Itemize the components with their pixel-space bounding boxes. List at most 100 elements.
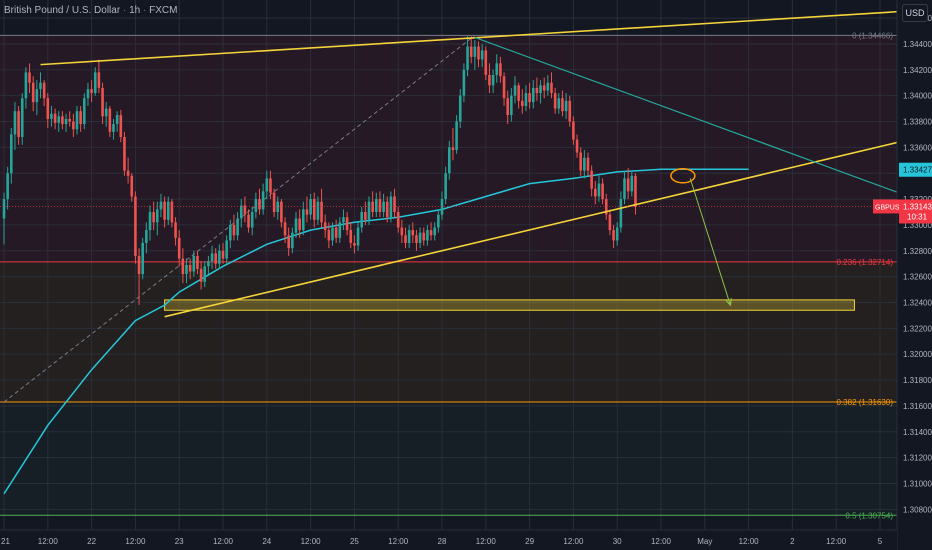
candle[interactable] [502,72,506,106]
candle[interactable] [177,230,181,267]
candle[interactable] [477,41,480,68]
candle[interactable] [521,89,524,114]
candle[interactable] [378,191,382,218]
candle[interactable] [79,106,82,132]
candle[interactable] [353,235,356,254]
candle[interactable] [119,109,123,143]
candle[interactable] [506,90,509,125]
candle[interactable] [75,106,79,135]
candle[interactable] [166,196,170,225]
candle[interactable] [294,212,298,238]
candle[interactable] [86,82,90,106]
candle[interactable] [174,217,177,246]
candle[interactable] [298,209,301,238]
candle[interactable] [623,170,626,205]
candle[interactable] [269,170,272,200]
candle[interactable] [159,193,163,218]
candle[interactable] [327,222,331,249]
candle[interactable] [145,222,148,254]
candle[interactable] [232,214,236,241]
candle[interactable] [583,149,586,179]
support-zone[interactable] [164,299,855,311]
candle[interactable] [236,212,239,241]
candle[interactable] [39,72,42,99]
candle[interactable] [375,192,378,218]
candle[interactable] [612,224,615,249]
candle[interactable] [2,192,6,245]
candle[interactable] [97,59,101,94]
candle[interactable] [137,248,141,306]
candle[interactable] [283,217,287,244]
candle[interactable] [630,170,634,197]
candle[interactable] [396,206,400,233]
candle[interactable] [24,67,28,109]
candle[interactable] [488,63,491,94]
candle[interactable] [590,165,593,197]
candle[interactable] [433,222,436,241]
candle[interactable] [608,209,612,236]
candle[interactable] [385,196,389,223]
candle[interactable] [104,102,108,127]
candle[interactable] [345,212,349,236]
candle[interactable] [123,131,126,176]
candle[interactable] [188,258,192,280]
candle[interactable] [112,118,115,140]
candle[interactable] [407,224,411,249]
candle[interactable] [156,201,159,236]
candle[interactable] [305,196,309,223]
candle[interactable] [586,152,590,176]
candle[interactable] [517,82,520,109]
candle[interactable] [196,250,199,275]
candle[interactable] [331,222,334,246]
candle[interactable] [531,80,535,109]
candle[interactable] [528,82,531,109]
candle[interactable] [404,227,407,249]
candle[interactable] [634,173,637,215]
candle[interactable] [572,116,575,145]
candle[interactable] [130,173,134,202]
candle[interactable] [57,111,61,132]
candle[interactable] [170,199,174,228]
candle[interactable] [64,113,68,132]
candle[interactable] [31,76,35,112]
candle[interactable] [225,235,228,264]
candle[interactable] [90,80,93,103]
candle[interactable] [316,196,320,225]
candle[interactable] [10,127,13,184]
candle[interactable] [356,222,360,251]
candle[interactable] [199,261,203,290]
candle[interactable] [302,201,305,236]
candle[interactable] [61,111,64,130]
candle[interactable] [448,140,451,180]
candle[interactable] [626,168,630,200]
candle[interactable] [568,95,572,127]
candle[interactable] [83,93,86,130]
candle[interactable] [280,199,283,228]
candle[interactable] [575,134,579,158]
candle[interactable] [50,106,53,127]
candle[interactable] [451,127,455,161]
highlight-ellipse[interactable] [670,168,696,184]
candle[interactable] [192,250,196,277]
candle[interactable] [513,76,517,104]
candle[interactable] [250,206,254,236]
candle[interactable] [426,224,429,246]
candle[interactable] [203,261,207,287]
candle[interactable] [601,178,604,205]
candle[interactable] [499,56,502,83]
candle[interactable] [243,196,247,223]
candle[interactable] [261,183,265,215]
candle[interactable] [550,72,553,99]
candle[interactable] [181,248,185,284]
candle[interactable] [276,196,280,220]
candle[interactable] [349,222,353,249]
candle[interactable] [46,93,50,128]
candle[interactable] [393,188,396,218]
candle[interactable] [309,193,312,220]
candle[interactable] [539,80,542,104]
candle[interactable] [93,67,97,96]
candle[interactable] [429,222,433,241]
candle[interactable] [42,80,46,106]
trendline-falling-resistance[interactable] [474,36,899,194]
